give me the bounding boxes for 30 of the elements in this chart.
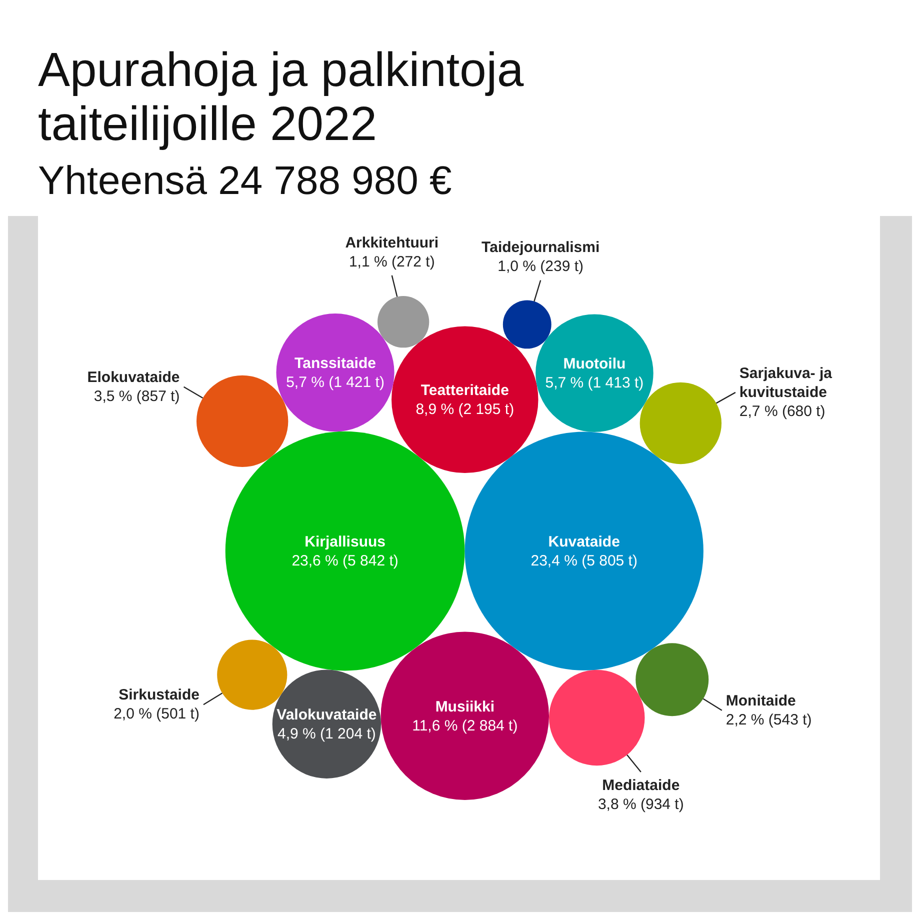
category-label: Musiikki: [435, 698, 494, 716]
category-label: Teatteritaide: [420, 382, 509, 400]
category-label: Sarjakuva- ja kuvitustaide: [739, 364, 833, 401]
data-label: 5,7 % (1 413 t): [545, 374, 644, 392]
data-label: 23,4 % (5 805 t): [530, 552, 638, 570]
data-label: 1,0 % (239 t): [498, 258, 584, 276]
data-label: 3,5 % (857 t): [94, 388, 180, 405]
category-label: Muotoilu: [563, 356, 626, 373]
data-label: 8,9 % (2 195 t): [416, 401, 514, 418]
data-label: 1,1 % (272 t): [348, 253, 435, 270]
category-label: Kirjallisuus: [304, 534, 386, 551]
data-label: 2,0 % (501 t): [114, 706, 200, 723]
data-label: 2,2 % (543 t): [726, 711, 812, 728]
category-label: Valokuvataide: [276, 706, 377, 724]
data-label: 5,7 % (1 421 t): [286, 374, 384, 392]
category-label: Taidejournalismi: [482, 239, 600, 256]
data-label: 2,7 % (680 t): [739, 402, 826, 420]
text: Yhteensä 24 788 980 €: [38, 159, 452, 203]
category-label: Tanssitaide: [294, 355, 376, 372]
category-label: Sirkustaide: [118, 686, 200, 704]
text: Apurahoja ja palkintoja taiteilijoille 2022: [38, 44, 524, 151]
category-label: Kuvataide: [548, 534, 620, 551]
category-label: Mediataide: [602, 776, 680, 794]
category-label: Monitaide: [726, 692, 796, 710]
data-label: 3,8 % (934 t): [598, 796, 684, 813]
data-label: 11,6 % (2 884 t): [412, 717, 518, 734]
category-label: Arkkitehtuuri: [345, 234, 439, 252]
data-label: 23,6 % (5 842 t): [292, 552, 398, 570]
data-label: 4,9 % (1 204 t): [278, 726, 376, 743]
category-label: Elokuvataide: [87, 368, 180, 386]
